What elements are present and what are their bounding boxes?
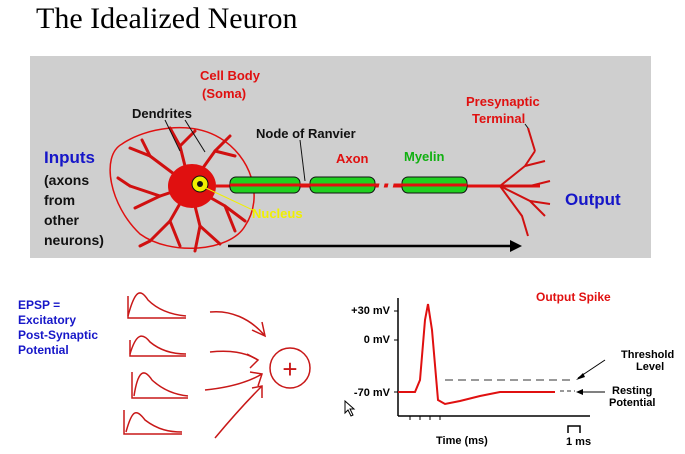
neuron-drawing [109, 119, 551, 253]
output-label: Output [565, 190, 621, 209]
x-axis-label: Time (ms) [436, 435, 488, 447]
inputs-note-line1: (axons [44, 172, 90, 188]
threshold-label-line2: Level [636, 361, 664, 373]
spike-trace [398, 303, 555, 406]
dendrites-label: Dendrites [132, 106, 192, 121]
myelin-label: Myelin [404, 149, 445, 164]
epsp-line2: Excitatory [18, 313, 77, 327]
scale-bar [567, 425, 581, 433]
epsp-definition: EPSP = Excitatory Post-Synaptic Potentia… [18, 298, 98, 358]
terminal-label: Terminal [472, 111, 526, 126]
epsp-line1: EPSP = [18, 298, 61, 312]
cell-body-label: Cell Body [200, 68, 260, 83]
inputs-note-line3: other [44, 212, 79, 228]
mouse-cursor-icon [344, 399, 356, 417]
y-tick-zero: 0 mV [364, 334, 391, 346]
inputs-label: Inputs [44, 148, 95, 167]
y-tick-plus30: +30 mV [351, 305, 390, 317]
epsp-line4: Potential [18, 343, 69, 357]
resting-label-line2: Potential [609, 397, 655, 409]
neuron-diagram: Cell Body (Soma) Dendrites Node of Ranvi… [30, 56, 651, 258]
threshold-label-line1: Threshold [621, 349, 674, 361]
chart-title: Output Spike [536, 290, 611, 304]
resting-label-line1: Resting [612, 385, 652, 397]
sum-symbol: + [282, 354, 297, 384]
epsp-line3: Post-Synaptic [18, 328, 99, 342]
axon-label: Axon [336, 151, 369, 166]
soma-label: (Soma) [202, 86, 247, 101]
presynaptic-label: Presynaptic [466, 94, 540, 109]
y-tick-minus70: -70 mV [354, 387, 391, 399]
scale-label: 1 ms [566, 436, 591, 448]
node-of-ranvier-label: Node of Ranvier [256, 126, 356, 141]
inputs-note-line4: neurons) [44, 232, 104, 248]
inputs-note-line2: from [44, 192, 76, 208]
page-title: The Idealized Neuron [36, 2, 298, 35]
nucleus-label: Nucleus [252, 206, 303, 221]
